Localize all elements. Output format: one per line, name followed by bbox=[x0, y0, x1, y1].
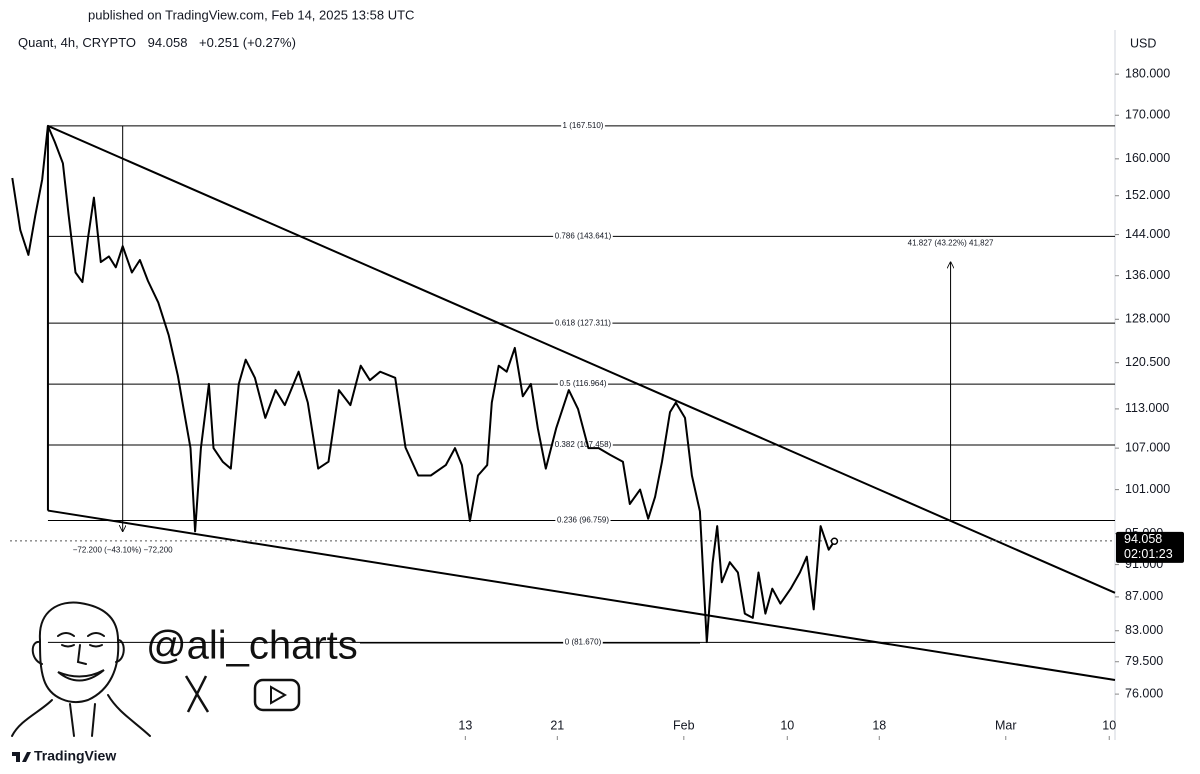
x-tick-label: 13 bbox=[458, 718, 472, 732]
y-tick-label: 128.000 bbox=[1125, 312, 1170, 326]
x-tick-label: 10 bbox=[780, 718, 794, 732]
y-tick-label: 107.000 bbox=[1125, 440, 1170, 454]
plot: 76.00079.50083.00087.00091.00095.000101.… bbox=[10, 66, 1184, 740]
fib-label: 0.382 (107.458) bbox=[555, 440, 612, 449]
last-point bbox=[830, 537, 839, 546]
symbol-line: Quant, 4h, CRYPTO 94.058 +0.251 (+0.27%) bbox=[18, 35, 296, 50]
y-tick-label: 144.000 bbox=[1125, 227, 1170, 241]
symbol: Quant, 4h, CRYPTO bbox=[18, 35, 136, 50]
price-badge-value: 94.058 bbox=[1124, 532, 1162, 546]
y-tick-label: 79.500 bbox=[1125, 654, 1163, 668]
y-tick-label: 83.000 bbox=[1125, 623, 1163, 637]
last-price: 94.058 bbox=[148, 35, 188, 50]
fib-label: 0.786 (143.641) bbox=[555, 231, 612, 240]
footer-brand: TradingView bbox=[34, 748, 116, 764]
published-note: published on TradingView.com, Feb 14, 20… bbox=[88, 7, 414, 22]
trend-line bbox=[47, 509, 1116, 682]
y-tick-label: 160.000 bbox=[1125, 151, 1170, 165]
price-change: +0.251 (+0.27%) bbox=[199, 35, 296, 50]
y-tick-label: 120.500 bbox=[1125, 355, 1170, 369]
trend-line bbox=[47, 124, 1116, 594]
measure-label: −72.200 (−43.10%) −72,200 bbox=[73, 545, 173, 554]
fib-label: 1 (167.510) bbox=[563, 121, 604, 130]
y-tick-label: 87.000 bbox=[1125, 589, 1163, 603]
price-badge-countdown: 02:01:23 bbox=[1124, 547, 1173, 561]
y-tick-label: 170.000 bbox=[1125, 108, 1170, 122]
fib-label: 0.236 (96.759) bbox=[557, 516, 609, 525]
footer-logo bbox=[12, 752, 31, 762]
fib-label: 0.618 (127.311) bbox=[555, 318, 611, 327]
watermark-handle: @ali_charts bbox=[146, 624, 358, 668]
avatar bbox=[11, 601, 151, 737]
fib-label: 0.5 (116.964) bbox=[560, 379, 607, 388]
y-tick-label: 76.000 bbox=[1125, 686, 1163, 700]
fib-label: 0 (81.670) bbox=[565, 637, 602, 646]
price-line bbox=[11, 124, 836, 644]
measure-label: 41.827 (43.22%) 41,827 bbox=[908, 238, 994, 247]
x-tick-label: 21 bbox=[550, 718, 564, 732]
y-tick-label: 136.000 bbox=[1125, 268, 1170, 282]
price-badge bbox=[1116, 531, 1184, 563]
youtube-icon bbox=[253, 678, 301, 712]
currency: USD bbox=[1130, 36, 1156, 50]
x-icon bbox=[184, 675, 210, 713]
x-tick-label: Feb bbox=[673, 718, 695, 732]
y-tick-label: 180.000 bbox=[1125, 66, 1170, 80]
x-tick-label: 10 bbox=[1102, 718, 1116, 732]
y-tick-label: 152.000 bbox=[1125, 188, 1170, 202]
y-tick-label: 113.000 bbox=[1125, 401, 1169, 415]
x-tick-label: Mar bbox=[995, 718, 1017, 732]
x-tick-label: 18 bbox=[872, 718, 886, 732]
y-tick-label: 101.000 bbox=[1125, 482, 1170, 496]
